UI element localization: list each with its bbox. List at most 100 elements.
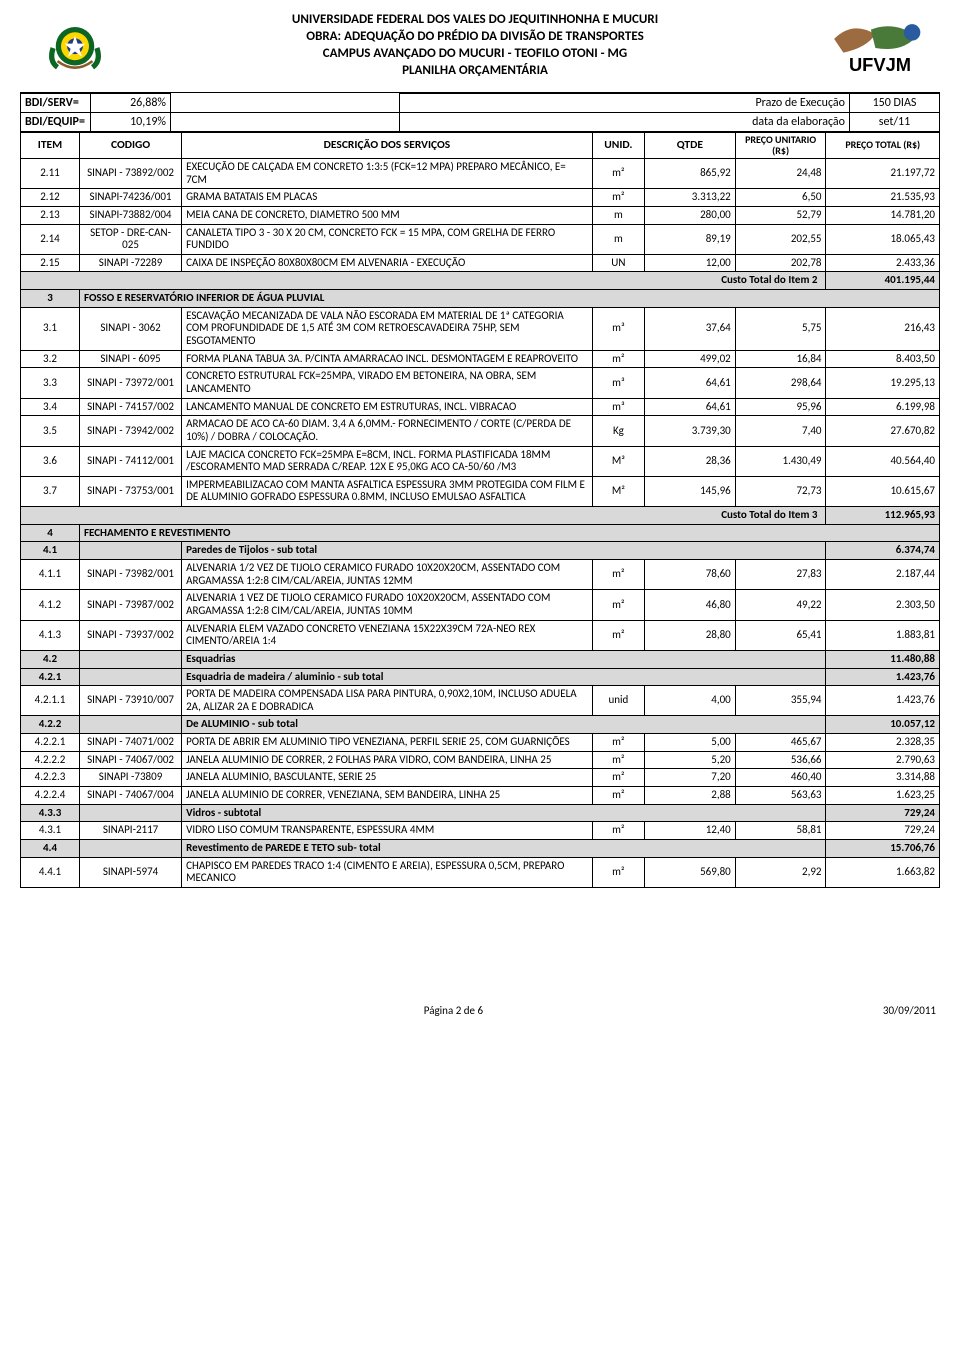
col-total: PREÇO TOTAL (R$) [826, 133, 940, 159]
table-row: 2.12SINAPI-74236/001GRAMA BATATAIS EM PL… [21, 189, 940, 207]
cell-unid: m [592, 206, 644, 224]
col-codigo: CODIGO [79, 133, 181, 159]
cell-unit: 2,92 [735, 857, 826, 887]
cell-codigo: SINAPI-73882/004 [79, 206, 181, 224]
subtotal-label: Custo Total do Item 2 [21, 272, 826, 290]
cell-codigo: SINAPI - 6095 [79, 350, 181, 368]
subheader-item: 4.4 [21, 839, 80, 857]
cell-qtde: 5,00 [644, 734, 735, 752]
cell-desc: MEIA CANA DE CONCRETO, DIAMETRO 500 MM [182, 206, 593, 224]
cell-unit: 465,67 [735, 734, 826, 752]
cell-codigo: SINAPI - 74067/004 [79, 786, 181, 804]
cell-total: 2.790,63 [826, 751, 940, 769]
cell-item: 2.12 [21, 189, 80, 207]
cell-codigo: SINAPI - 74071/002 [79, 734, 181, 752]
subheader-title: De ALUMINIO - sub total [182, 716, 826, 734]
cell-unid: Kg [592, 416, 644, 446]
cell-item: 4.2.2.4 [21, 786, 80, 804]
cell-desc: JANELA ALUMINIO, BASCULANTE, SERIE 25 [182, 769, 593, 787]
cell-codigo: SINAPI - 73982/001 [79, 560, 181, 590]
table-row: 3.6SINAPI - 74112/001LAJE MACICA CONCRET… [21, 446, 940, 476]
subheader-total: 729,24 [826, 804, 940, 822]
table-row: 4.3.3Vidros - subtotal729,24 [21, 804, 940, 822]
meta-table: BDI/SERV= 26,88% Prazo de Execução 150 D… [20, 93, 940, 132]
page-number: Página 2 de 6 [424, 1004, 483, 1017]
cell-codigo: SINAPI - 3062 [79, 307, 181, 350]
header-line4: PLANILHA ORÇAMENTÁRIA [130, 63, 820, 80]
cell-qtde: 499,02 [644, 350, 735, 368]
cell-desc: PORTA DE MADEIRA COMPENSADA LISA PARA PI… [182, 686, 593, 716]
cell-item: 2.15 [21, 254, 80, 272]
cell-unid: m³ [592, 368, 644, 398]
cell-unit: 65,41 [735, 620, 826, 650]
cell-item: 2.11 [21, 159, 80, 189]
footer-date: 30/09/2011 [883, 1004, 936, 1017]
cell-total: 2.303,50 [826, 590, 940, 620]
section-title: FOSSO E RESERVATÓRIO INFERIOR DE ÁGUA PL… [79, 290, 939, 308]
prazo-label: Prazo de Execução [400, 94, 850, 113]
cell-total: 1.883,81 [826, 620, 940, 650]
cell-qtde: 28,80 [644, 620, 735, 650]
cell-total: 6.199,98 [826, 398, 940, 416]
cell-desc: ALVENARIA ELEM VAZADO CONCRETO VENEZIANA… [182, 620, 593, 650]
cell-qtde: 4,00 [644, 686, 735, 716]
header-line1: UNIVERSIDADE FEDERAL DOS VALES DO JEQUIT… [130, 12, 820, 29]
header-line3: CAMPUS AVANÇADO DO MUCURI - TEOFILO OTON… [130, 46, 820, 63]
cell-qtde: 37,64 [644, 307, 735, 350]
cell-codigo: SINAPI - 73972/001 [79, 368, 181, 398]
cell-unit: 1.430,49 [735, 446, 826, 476]
table-row: 4.4.1SINAPI-5974CHAPISCO EM PAREDES TRAC… [21, 857, 940, 887]
cell-total: 1.423,76 [826, 686, 940, 716]
cell-unit: 6,50 [735, 189, 826, 207]
cell-codigo: SINAPI - 73987/002 [79, 590, 181, 620]
cell-total: 1.663,82 [826, 857, 940, 887]
bdi-serv-value: 26,88% [91, 94, 171, 113]
table-row: 4.2.2De ALUMINIO - sub total10.057,12 [21, 716, 940, 734]
cell-unid: M² [592, 476, 644, 506]
cell-item: 3.4 [21, 398, 80, 416]
cell-unid: m² [592, 159, 644, 189]
cell-total: 19.295,13 [826, 368, 940, 398]
cell-qtde: 89,19 [644, 224, 735, 254]
cell-qtde: 5,20 [644, 751, 735, 769]
subheader-item: 4.2 [21, 650, 80, 668]
subheader-total: 6.374,74 [826, 542, 940, 560]
cell-total: 14.781,20 [826, 206, 940, 224]
cell-total: 8.403,50 [826, 350, 940, 368]
table-row: 3.1SINAPI - 3062ESCAVAÇÃO MECANIZADA DE … [21, 307, 940, 350]
data-elab-label: data da elaboração [400, 113, 850, 132]
cell-desc: CHAPISCO EM PAREDES TRACO 1:4 (CIMENTO E… [182, 857, 593, 887]
cell-total: 216,43 [826, 307, 940, 350]
cell-item: 3.7 [21, 476, 80, 506]
col-qtde: QTDE [644, 133, 735, 159]
bdi-equip-label: BDI/EQUIP= [21, 113, 91, 132]
page-footer: Página 2 de 6 30/09/2011 [20, 998, 940, 1017]
table-row: 4.2.1.1SINAPI - 73910/007PORTA DE MADEIR… [21, 686, 940, 716]
table-row: Custo Total do Item 3112.965,93 [21, 507, 940, 525]
cell-unit: 563,63 [735, 786, 826, 804]
cell-desc: LANCAMENTO MANUAL DE CONCRETO EM ESTRUTU… [182, 398, 593, 416]
cell-qtde: 78,60 [644, 560, 735, 590]
cell-unid: m² [592, 620, 644, 650]
cell-qtde: 12,40 [644, 822, 735, 840]
section-item: 3 [21, 290, 80, 308]
cell-unid: m³ [592, 398, 644, 416]
cell-qtde: 865,92 [644, 159, 735, 189]
cell-qtde: 3.739,30 [644, 416, 735, 446]
cell-item: 3.6 [21, 446, 80, 476]
cell-item: 3.1 [21, 307, 80, 350]
cell-total: 2.328,35 [826, 734, 940, 752]
cell-qtde: 145,96 [644, 476, 735, 506]
table-row: 4.2.2.2SINAPI - 74067/002JANELA ALUMINIO… [21, 751, 940, 769]
cell-total: 40.564,40 [826, 446, 940, 476]
cell-unid: m² [592, 822, 644, 840]
cell-total: 21.535,93 [826, 189, 940, 207]
table-row: 3.2SINAPI - 6095FORMA PLANA TABUA 3A. P/… [21, 350, 940, 368]
cell-desc: FORMA PLANA TABUA 3A. P/CINTA AMARRACAO … [182, 350, 593, 368]
subtotal-value: 112.965,93 [826, 507, 940, 525]
table-row: 3.7SINAPI - 73753/001IMPERMEABILIZACAO C… [21, 476, 940, 506]
cell-item: 4.3.1 [21, 822, 80, 840]
table-row: 4.3.1SINAPI-2117VIDRO LISO COMUM TRANSPA… [21, 822, 940, 840]
col-unit: PREÇO UNITARIO (R$) [735, 133, 826, 159]
cell-unid: UN [592, 254, 644, 272]
